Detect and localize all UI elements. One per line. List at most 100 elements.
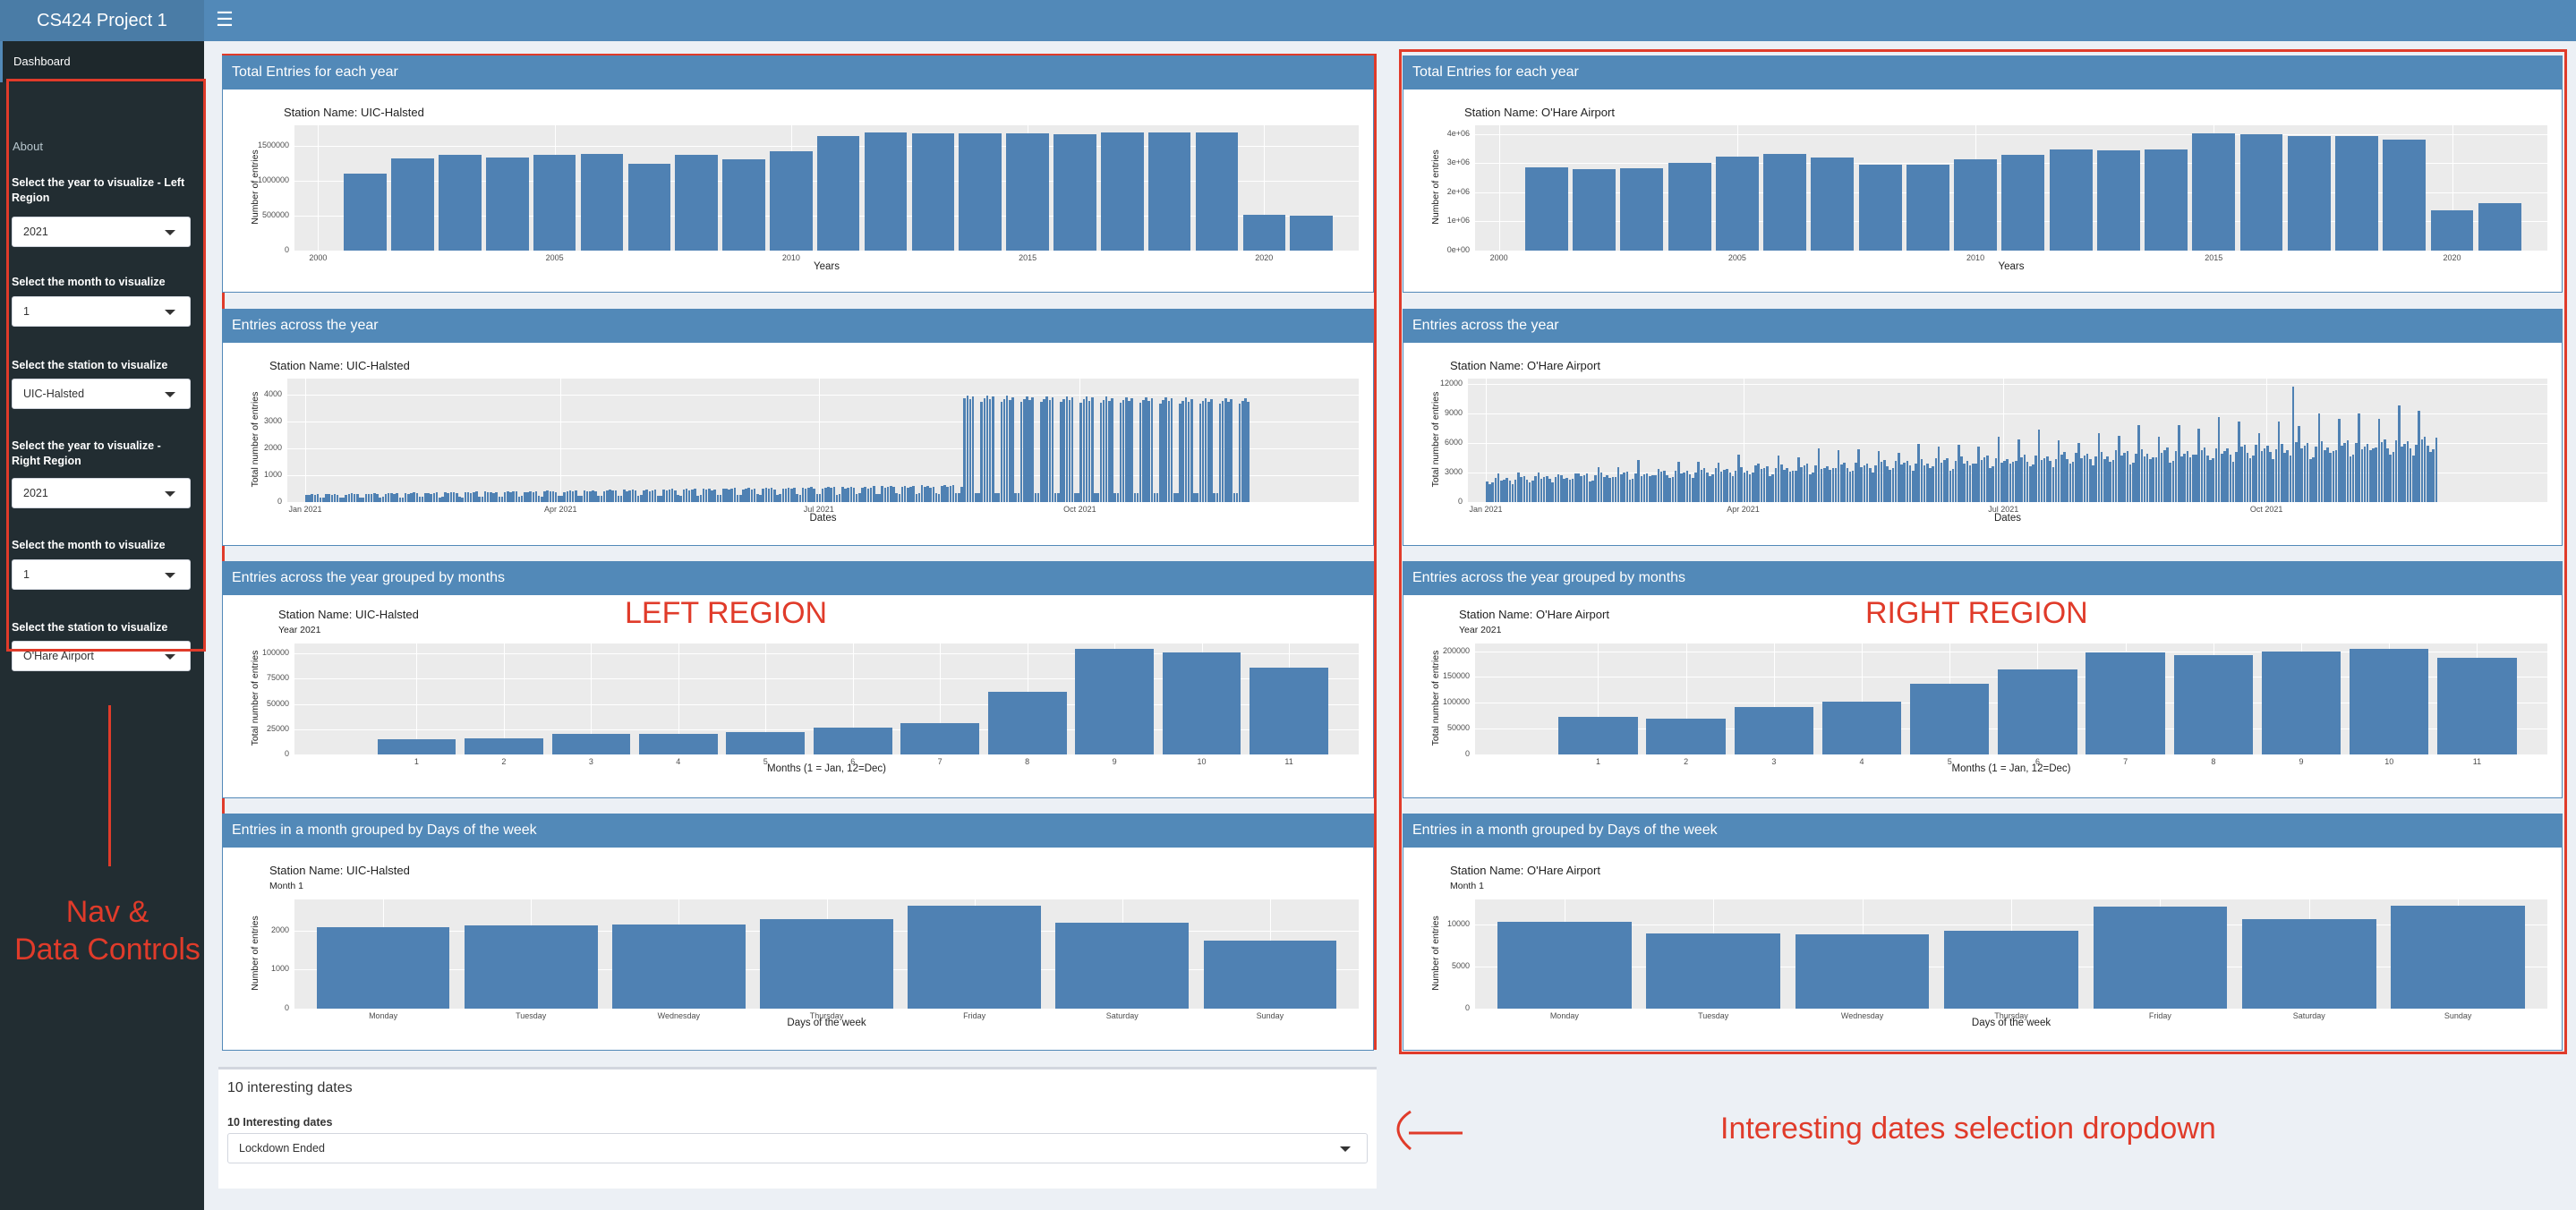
x-tick-label: Oct 2021	[1063, 505, 1096, 514]
y-tick-label: 9000	[1444, 407, 1463, 417]
app-title: CS424 Project 1	[0, 0, 204, 41]
gridline-v	[678, 643, 679, 754]
bar	[1077, 492, 1079, 502]
y-axis-title: Total number of entries	[250, 391, 260, 488]
bar	[2391, 905, 2526, 1009]
bar	[1602, 476, 1606, 502]
bar	[1910, 683, 1990, 754]
bar	[2131, 463, 2135, 502]
bar	[1654, 474, 1658, 502]
bar	[532, 491, 535, 502]
x-tick-label: Friday	[2148, 1011, 2171, 1020]
y-tick-label: 0	[284, 749, 289, 758]
bar	[2346, 439, 2350, 502]
bar	[2145, 149, 2188, 251]
bar	[486, 492, 490, 502]
bar	[1715, 157, 1759, 251]
bar	[364, 493, 368, 502]
right-station-select[interactable]: O'Hare Airport	[12, 641, 191, 671]
y-axis-title: Total number of entries	[250, 650, 260, 746]
left-month-select[interactable]: 1	[12, 296, 191, 327]
bar	[2369, 450, 2372, 502]
bar	[1872, 473, 1874, 502]
bar	[1992, 466, 1994, 502]
bar	[1497, 473, 1500, 502]
station-name-value: O'Hare Airport	[1527, 359, 1600, 372]
bar	[2186, 451, 2189, 502]
bar	[1503, 479, 1506, 502]
bar	[1568, 480, 1572, 502]
bar	[1193, 492, 1196, 502]
plot-area	[1475, 643, 2547, 755]
bar	[691, 489, 694, 502]
panel-title: Entries across the year grouped by month…	[223, 561, 1373, 595]
x-tick-label: 10	[1197, 757, 1207, 766]
interesting-dates-select[interactable]: Lockdown Ended	[227, 1133, 1368, 1163]
bar	[551, 734, 631, 754]
bar	[1108, 400, 1111, 502]
left-station-select[interactable]: UIC-Halsted	[12, 379, 191, 409]
bar	[1082, 399, 1086, 502]
sidebar-item-dashboard[interactable]: Dashboard	[0, 41, 204, 82]
bar	[441, 497, 444, 502]
bar	[396, 493, 398, 502]
bar	[1906, 164, 1949, 251]
right-month-select[interactable]: 1	[12, 559, 191, 590]
bar	[2171, 460, 2175, 502]
bar	[2380, 442, 2384, 502]
bar	[2075, 452, 2077, 502]
nav-annotation-text: Nav & Data Controls	[14, 895, 200, 967]
bar	[2043, 458, 2046, 502]
bar	[1786, 468, 1788, 502]
bar	[2239, 134, 2283, 251]
bar	[558, 496, 560, 502]
bar	[660, 495, 662, 502]
left-region-label: LEFT REGION	[625, 596, 828, 630]
y-tick-label: 0	[1457, 497, 1463, 506]
bar	[1717, 463, 1720, 502]
y-tick-label: 2e+06	[1446, 186, 1470, 196]
bar	[2001, 154, 2045, 251]
bar	[347, 494, 351, 502]
bar	[992, 396, 994, 502]
bar	[1000, 401, 1003, 502]
bar	[1777, 456, 1780, 502]
right-station-label: Select the station to visualize	[12, 621, 168, 634]
bar	[2418, 410, 2420, 502]
gridline-h	[287, 448, 1359, 449]
bar	[733, 488, 737, 502]
bar	[619, 495, 623, 502]
bar	[2355, 443, 2358, 502]
bar	[466, 491, 470, 502]
bar	[1932, 465, 1934, 502]
left-year-select[interactable]: 2021	[12, 217, 191, 247]
right-year-select[interactable]: 2021	[12, 478, 191, 508]
bar	[1517, 473, 1520, 502]
bar	[384, 493, 388, 502]
bar	[1846, 468, 1849, 502]
bar	[1671, 476, 1675, 502]
bar	[1657, 468, 1660, 502]
bar	[483, 491, 487, 502]
bar	[2080, 457, 2083, 502]
bar	[1116, 492, 1120, 502]
bar	[971, 396, 975, 502]
bar	[2154, 456, 2158, 502]
bar	[784, 488, 788, 502]
bar	[1551, 481, 1555, 502]
gridline-v	[1264, 125, 1266, 251]
sidebar-item-about[interactable]: About	[13, 140, 43, 153]
bar	[1694, 473, 1697, 502]
bar	[1877, 450, 1881, 502]
bar	[2077, 443, 2080, 502]
bar	[1743, 472, 1746, 502]
bar	[1184, 397, 1188, 502]
hamburger-icon[interactable]: ☰	[216, 8, 234, 30]
bar	[912, 485, 915, 502]
bar	[1774, 467, 1778, 502]
gridline-h	[1468, 442, 2547, 444]
bar	[883, 487, 887, 502]
bar	[359, 497, 362, 502]
bar	[430, 493, 432, 502]
gridline-v	[318, 125, 320, 251]
